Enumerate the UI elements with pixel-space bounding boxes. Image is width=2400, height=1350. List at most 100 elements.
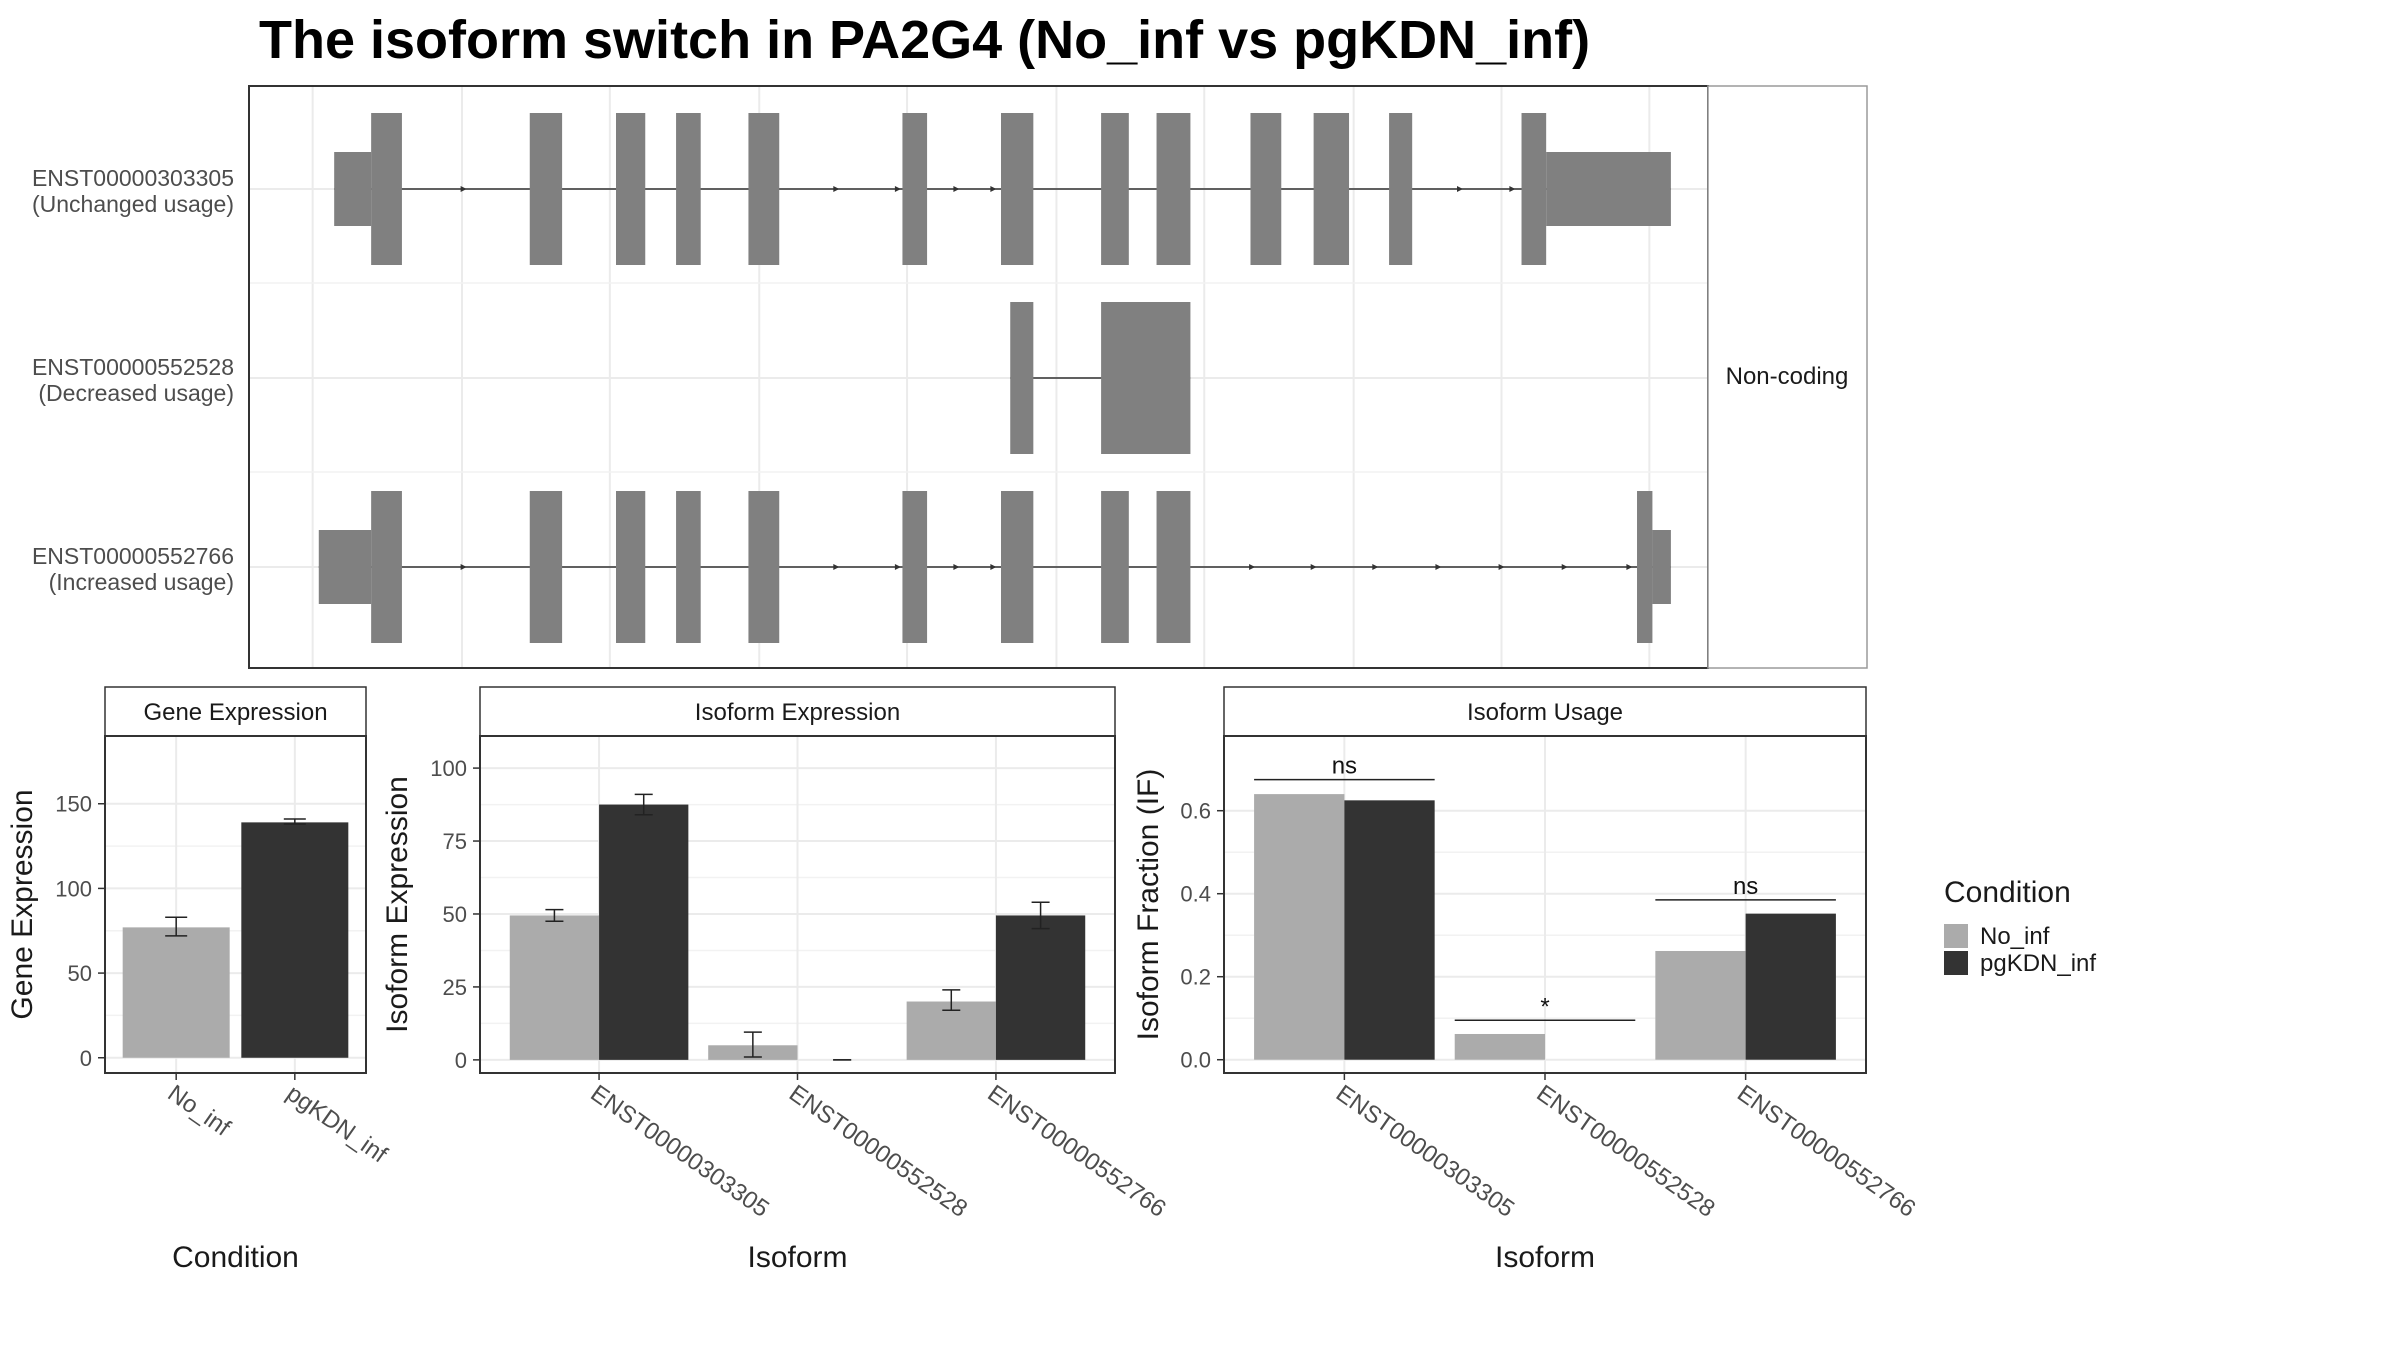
direction-arrow xyxy=(953,564,960,570)
y-tick-label: 0 xyxy=(455,1048,467,1073)
y-tick-label: 150 xyxy=(55,792,92,817)
direction-arrow xyxy=(1561,564,1568,570)
legend-swatch-pgKDN_inf xyxy=(1944,951,1968,975)
transcript-id-label: ENST00000552528 xyxy=(32,354,234,380)
bar-No_inf xyxy=(122,927,230,1058)
panel-strip xyxy=(479,686,1116,737)
y-axis-title: Gene Expression xyxy=(6,789,39,1019)
bar-pgKDN_inf-ENST00000303305 xyxy=(1344,800,1435,1060)
legend-title: Condition xyxy=(1944,876,2071,909)
transcript-id-label: ENST00000303305 xyxy=(32,165,234,191)
direction-arrow xyxy=(1372,564,1379,570)
direction-arrow xyxy=(1435,564,1442,570)
direction-arrow xyxy=(460,564,467,570)
coding-exon xyxy=(1101,302,1191,454)
panel-strip-label: Isoform Expression xyxy=(695,699,900,726)
coding-exon xyxy=(371,491,402,643)
coding-exon xyxy=(902,113,928,265)
bar-pgKDN_inf-ENST00000303305 xyxy=(599,804,689,1060)
direction-arrow xyxy=(894,564,901,570)
coding-exon xyxy=(1156,491,1191,643)
x-axis-title: Isoform xyxy=(747,1241,847,1274)
coding-exon xyxy=(902,491,928,643)
coding-exon xyxy=(1001,113,1034,265)
x-tick-label: ENST00000303305 xyxy=(586,1080,774,1223)
x-tick-label: ENST00000303305 xyxy=(1331,1080,1519,1223)
y-axis-title: Isoform Expression xyxy=(381,776,414,1033)
direction-arrow xyxy=(953,186,960,192)
coding-exon xyxy=(616,113,646,265)
coding-exon xyxy=(1250,113,1282,265)
y-axis-title: Isoform Fraction (IF) xyxy=(1132,769,1165,1041)
direction-arrow xyxy=(1626,564,1633,570)
x-axis-title: Isoform xyxy=(1495,1241,1595,1274)
coding-exon xyxy=(676,113,701,265)
y-tick-label: 0 xyxy=(80,1046,92,1071)
coding-exon xyxy=(748,113,780,265)
direction-arrow xyxy=(460,186,467,192)
significance-label: * xyxy=(1540,993,1549,1020)
panel-strip-label: Isoform Usage xyxy=(1467,699,1623,726)
panel-border xyxy=(104,735,367,1074)
direction-arrow xyxy=(833,564,840,570)
coding-exon xyxy=(1101,491,1129,643)
coding-exon xyxy=(1637,491,1653,643)
utr-exon xyxy=(318,530,372,604)
y-tick-label: 0.2 xyxy=(1180,965,1211,990)
direction-arrow xyxy=(833,186,840,192)
bar-pgKDN_inf xyxy=(241,822,349,1058)
y-tick-label: 25 xyxy=(443,975,467,1000)
bar-No_inf-ENST00000552766 xyxy=(906,1001,996,1060)
y-tick-label: 75 xyxy=(443,829,467,854)
bar-No_inf-ENST00000552766 xyxy=(1655,950,1746,1060)
coding-exon xyxy=(529,113,563,265)
coding-exon xyxy=(529,491,563,643)
y-tick-label: 100 xyxy=(430,756,467,781)
legend-label: pgKDN_inf xyxy=(1980,950,2096,977)
direction-arrow xyxy=(1249,564,1256,570)
coding-exon xyxy=(676,491,701,643)
significance-label: ns xyxy=(1733,873,1758,900)
direction-arrow xyxy=(1457,186,1463,192)
transcript-usage-label: (Decreased usage) xyxy=(38,380,234,406)
coding-exon xyxy=(616,491,646,643)
direction-arrow xyxy=(1310,564,1317,570)
x-tick-label: ENST00000552766 xyxy=(982,1080,1170,1223)
coding-exon xyxy=(748,491,780,643)
y-tick-label: 0.0 xyxy=(1180,1048,1211,1073)
transcript-usage-label: (Increased usage) xyxy=(49,569,234,595)
bar-No_inf-ENST00000552528 xyxy=(1454,1033,1545,1060)
y-tick-label: 0.4 xyxy=(1180,882,1211,907)
y-tick-label: 50 xyxy=(443,902,467,927)
direction-arrow xyxy=(894,186,901,192)
coding-exon xyxy=(371,113,402,265)
panel-strip-label: Gene Expression xyxy=(143,699,327,726)
coding-exon xyxy=(1101,113,1129,265)
utr-exon xyxy=(334,152,372,226)
y-tick-label: 0.6 xyxy=(1180,799,1211,824)
x-tick-label: ENST00000552528 xyxy=(1532,1080,1720,1223)
transcript-id-label: ENST00000552766 xyxy=(32,543,234,569)
x-tick-label: ENST00000552766 xyxy=(1732,1080,1920,1223)
y-tick-label: 50 xyxy=(68,961,92,986)
utr-exon xyxy=(1652,530,1671,604)
direction-arrow xyxy=(990,186,997,192)
bar-pgKDN_inf-ENST00000552766 xyxy=(995,915,1086,1060)
direction-arrow xyxy=(1509,186,1516,192)
y-tick-label: 100 xyxy=(55,876,92,901)
utr-exon xyxy=(1546,152,1671,226)
figure-title: The isoform switch in PA2G4 (No_inf vs p… xyxy=(259,10,1590,70)
bar-No_inf-ENST00000303305 xyxy=(1254,794,1345,1060)
significance-label: ns xyxy=(1332,753,1357,780)
coding-exon xyxy=(1156,113,1191,265)
coding-exon xyxy=(1313,113,1350,265)
x-axis-title: Condition xyxy=(172,1241,299,1274)
coding-exon xyxy=(1521,113,1547,265)
coding-exon xyxy=(1001,491,1034,643)
direction-arrow xyxy=(1498,564,1505,570)
direction-arrow xyxy=(990,564,997,570)
coding-exon xyxy=(1010,302,1034,454)
coding-exon xyxy=(1389,113,1413,265)
non-coding-strip xyxy=(1707,85,1868,669)
